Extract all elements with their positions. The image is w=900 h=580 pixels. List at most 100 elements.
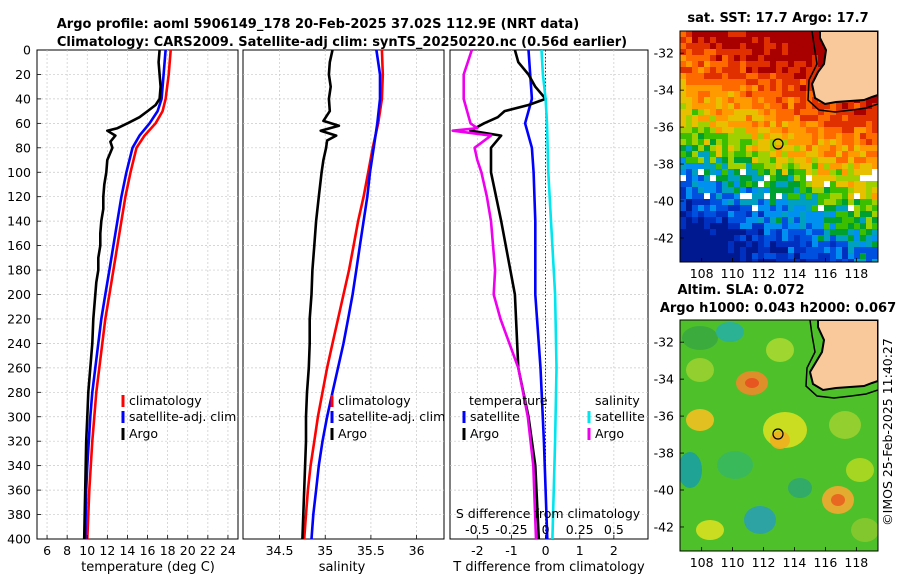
sst-cell <box>770 163 777 170</box>
sst-cell <box>770 223 777 230</box>
sst-cell <box>818 259 825 262</box>
sst-cell <box>782 235 789 242</box>
sst-cell <box>806 259 813 262</box>
difference-xtick-label: -2 <box>471 543 483 558</box>
sla-map-lat-tick-label: -40 <box>654 483 674 498</box>
sst-cell <box>848 121 855 128</box>
sst-cell <box>812 235 819 242</box>
sst-cell <box>824 211 831 218</box>
sst-cell <box>782 73 789 80</box>
sst-cell <box>746 97 753 104</box>
sst-cell <box>806 73 813 80</box>
sst-cell <box>728 67 735 74</box>
depth-tick-label: 200 <box>7 287 31 302</box>
sst-cell <box>836 235 843 242</box>
sst-cell <box>728 37 735 44</box>
sst-cell <box>740 49 747 56</box>
sst-cell <box>824 133 831 140</box>
sst-cell <box>842 103 849 110</box>
sst-cell <box>830 253 837 260</box>
sst-cell <box>866 205 873 212</box>
sst-cell <box>776 121 783 128</box>
sla-map-lat-tick-label: -32 <box>654 335 674 350</box>
sst-cell <box>686 109 693 116</box>
sst-cell <box>680 37 687 44</box>
sst-cell <box>788 55 795 62</box>
sst-cell <box>704 157 711 164</box>
sst-cell <box>734 49 741 56</box>
sst-cell <box>686 175 693 182</box>
sst-cell <box>782 199 789 206</box>
sst-cell <box>686 91 693 98</box>
sst-cell <box>728 109 735 116</box>
sst-cell <box>728 115 735 122</box>
sst-cell <box>866 175 873 182</box>
sst-map-isobath <box>807 31 878 113</box>
sst-cell <box>776 85 783 92</box>
sst-cell <box>842 247 849 254</box>
sst-cell <box>764 61 771 68</box>
sst-cell <box>860 199 867 206</box>
sst-cell <box>740 133 747 140</box>
sst-cell <box>806 253 813 260</box>
sst-cell <box>848 253 855 260</box>
sst-cell <box>740 157 747 164</box>
sst-cell <box>806 163 813 170</box>
sst-cell <box>866 127 873 134</box>
sst-cell <box>848 127 855 134</box>
sst-cell <box>782 247 789 254</box>
sst-cell <box>848 187 855 194</box>
sst-cell <box>824 145 831 152</box>
sst-cell <box>872 253 878 260</box>
copyright-stamp: ©IMOS 25-Feb-2025 11:40:27 <box>880 338 895 526</box>
sst-cell <box>860 157 867 164</box>
sst-cell <box>680 205 687 212</box>
sst-cell <box>824 241 831 248</box>
sst-cell <box>860 211 867 218</box>
sst-cell <box>758 199 765 206</box>
sst-cell <box>782 43 789 50</box>
sst-cell <box>746 247 753 254</box>
sst-cell <box>710 151 717 158</box>
sla-map-lat-tick-label: -34 <box>654 372 674 387</box>
sst-cell <box>722 223 729 230</box>
sst-cell <box>830 229 837 236</box>
sst-cell <box>806 223 813 230</box>
sst-cell <box>728 223 735 230</box>
sst-cell <box>800 169 807 176</box>
sst-cell <box>752 115 759 122</box>
sst-cell <box>710 127 717 134</box>
sst-cell <box>734 253 741 260</box>
sst-cell <box>710 91 717 98</box>
sst-cell <box>716 31 723 38</box>
sst-cell <box>722 133 729 140</box>
depth-tick-label: 80 <box>15 140 31 155</box>
sst-cell <box>752 145 759 152</box>
sst-cell <box>806 31 813 38</box>
sst-cell <box>818 211 825 218</box>
sst-cell <box>776 247 783 254</box>
sst-cell <box>692 187 699 194</box>
sst-cell <box>866 145 873 152</box>
sla-map-lat-tick-label: -42 <box>654 519 674 534</box>
sst-cell <box>788 115 795 122</box>
sla-anomaly-blob <box>680 452 702 488</box>
sst-cell <box>842 133 849 140</box>
sst-cell <box>812 181 819 188</box>
sst-cell <box>812 97 819 104</box>
sst-cell <box>740 61 747 68</box>
sst-cell <box>860 259 867 262</box>
sst-cell <box>734 151 741 158</box>
sst-cell <box>770 127 777 134</box>
temperature-xtick-label: 24 <box>220 543 236 558</box>
sst-cell <box>722 199 729 206</box>
sst-cell <box>704 211 711 218</box>
sst-cell <box>770 181 777 188</box>
sst-cell <box>740 175 747 182</box>
sst-cell <box>812 67 819 74</box>
sst-cell <box>680 109 687 116</box>
sst-cell <box>752 169 759 176</box>
sst-cell <box>812 229 819 236</box>
sst-cell <box>806 199 813 206</box>
sst-cell <box>866 223 873 230</box>
